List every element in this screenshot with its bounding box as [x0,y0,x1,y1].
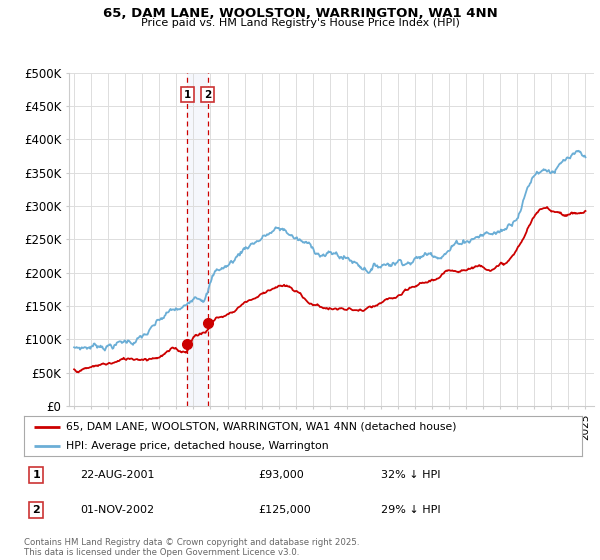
Bar [187,73,208,406]
Text: 1: 1 [184,90,191,100]
Text: £93,000: £93,000 [259,470,304,480]
Text: 65, DAM LANE, WOOLSTON, WARRINGTON, WA1 4NN (detached house): 65, DAM LANE, WOOLSTON, WARRINGTON, WA1 … [66,422,457,432]
Text: Contains HM Land Registry data © Crown copyright and database right 2025.
This d: Contains HM Land Registry data © Crown c… [24,538,359,557]
Text: 22-AUG-2001: 22-AUG-2001 [80,470,154,480]
Text: 2: 2 [32,505,40,515]
Text: 32% ↓ HPI: 32% ↓ HPI [381,470,440,480]
Text: 29% ↓ HPI: 29% ↓ HPI [381,505,441,515]
Text: 65, DAM LANE, WOOLSTON, WARRINGTON, WA1 4NN: 65, DAM LANE, WOOLSTON, WARRINGTON, WA1 … [103,7,497,20]
Text: 2: 2 [204,90,211,100]
Text: Price paid vs. HM Land Registry's House Price Index (HPI): Price paid vs. HM Land Registry's House … [140,18,460,29]
Text: 1: 1 [32,470,40,480]
Text: £125,000: £125,000 [259,505,311,515]
Text: 01-NOV-2002: 01-NOV-2002 [80,505,154,515]
Text: HPI: Average price, detached house, Warrington: HPI: Average price, detached house, Warr… [66,441,328,451]
